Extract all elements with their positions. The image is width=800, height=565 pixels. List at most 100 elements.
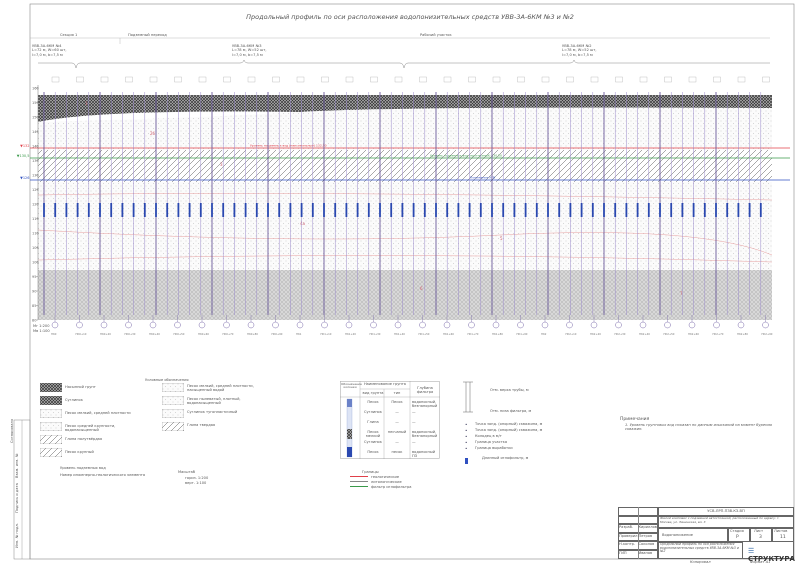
wellpoint-filter [715,203,717,217]
station-marker [345,321,353,329]
geological-profile: ▼132 Уровень подземных вод (максимальный)… [17,76,790,336]
point-legend-label: Колодец в м/т [475,433,502,438]
station-label: ПК0+30 [125,332,136,336]
station-top-box [639,76,648,83]
station-label: ПК0+60 [198,332,209,336]
line-sample [350,486,368,488]
scale-value-h: гориз. 1:200 [185,476,209,480]
line-legend-label: литологические [371,479,402,484]
layer-label: 3 [220,162,223,167]
elevation-tick-label: 160 [32,87,39,91]
station-marker [394,321,402,329]
wellpoint-filter [703,203,706,217]
station-marker [737,321,745,329]
role-name: Соколов [638,542,655,547]
wellpoint-filter [300,203,303,217]
lines-title: Границы [362,470,379,474]
layer-label: 2б [150,131,156,136]
point-icon: • [465,445,468,451]
station-label: ПК1+60 [443,332,454,336]
wellpoint-filter [468,203,471,217]
table-cell-type: — [395,410,399,414]
line-legend-item: фильтр иглофильтра [350,484,411,489]
table-sub-kind: вид грунта [362,391,384,395]
station-label: ПК1+10 [321,332,332,336]
role-name: Петров [638,533,653,538]
station-marker [566,321,573,329]
station-label: ПК0+80 [247,332,258,336]
wellpoint-filter [356,203,359,217]
wellpoint-filter [625,203,628,217]
side-stamp-label: Взам. инв. № [15,453,19,478]
table-header-column: Обозначение колонки [341,382,362,390]
vertical-scale: Мв 1:100 [33,329,50,333]
wellpoint-filter [446,203,449,217]
wellpoint-filter [177,203,180,217]
table-cell-depth: — [412,440,416,444]
company-logo: ☰ СТРУКТУРА [748,547,795,563]
line-legend-label: фильтр иглофильтра [371,484,412,489]
side-stamp-label: Подпись и дата [15,483,19,513]
role-label: Н.контр. [619,542,636,547]
table-cell-type: — [395,420,399,424]
wellpoint-filter [222,203,225,217]
notes-heading: Примечания [620,417,650,422]
table-cell-type: — [395,440,399,444]
station-label: ПК1+70 [468,332,479,336]
table-cell-depth: — [412,420,416,424]
role-label: Проверил [619,533,638,538]
legend-mid-label: Песок пылеватый, плотный, водонасыщенный [187,397,241,406]
station-marker [76,321,83,329]
legend-swatch [40,435,62,444]
station-top-box [713,76,721,83]
header-lines [30,37,770,69]
station-marker [492,321,500,329]
station-label: ПК1+80 [492,332,503,336]
copied-label: Копировал [690,560,711,564]
station-marker [174,321,181,329]
wellpoint-filter [513,203,516,217]
legend-swatch [40,396,62,405]
wellpoint-filter [166,203,169,217]
table-cell-type: песчаный [387,430,407,434]
station-marker [247,321,255,329]
table-cell-depth: — [412,410,416,414]
station-marker [125,321,132,329]
layer-sand [38,107,772,150]
station-label: ПК2+10 [566,332,577,336]
section-left-label: Секция 1 [60,33,78,37]
station-marker [688,321,696,329]
water-level-text: Уровень подземных вод (прогнозный) 130,5… [430,154,502,158]
wellpoint-filter [670,203,673,217]
wellpoint-filter [367,203,370,217]
station-label: ПК2+90 [762,332,773,336]
wellpoint-filter [345,203,348,217]
station-marker [296,321,304,329]
wellpoint-filter [502,203,505,217]
drawing-name: Продольный профиль по оси расположения в… [660,542,739,554]
elevation-tick-label: 130 [32,174,39,178]
wellpoint-filter [524,203,527,217]
line-legend: Границы геологические литологические фильт… [350,470,411,489]
station-label: ПК2 [541,332,547,336]
wellpoint-filter [121,203,124,217]
elevation-tick-label: 125 [32,188,39,192]
station-label: ПК2+60 [688,332,699,336]
line-legend-label: геологические [371,474,400,479]
station-top-box [321,76,329,83]
legend-mid-label: Суглинок тугопластичный [187,410,238,414]
wellpoint-filter [614,203,617,217]
wellpoint-filter [435,203,437,217]
wellpoint-filter [726,203,729,217]
station-label: ПК2+30 [615,332,626,336]
role-name: Иванов [638,550,653,555]
table-sub-type: тип [393,391,401,395]
station-top-box [100,76,109,83]
wellpoint-filter [491,203,493,217]
sheet-value: 3 [759,535,762,540]
wellpoint-filter [188,203,191,217]
point-icon: • [465,427,468,433]
wellpoint-filter [390,203,393,217]
station-top-box [370,76,378,83]
legend-soil-label: Суглинок [65,398,83,402]
